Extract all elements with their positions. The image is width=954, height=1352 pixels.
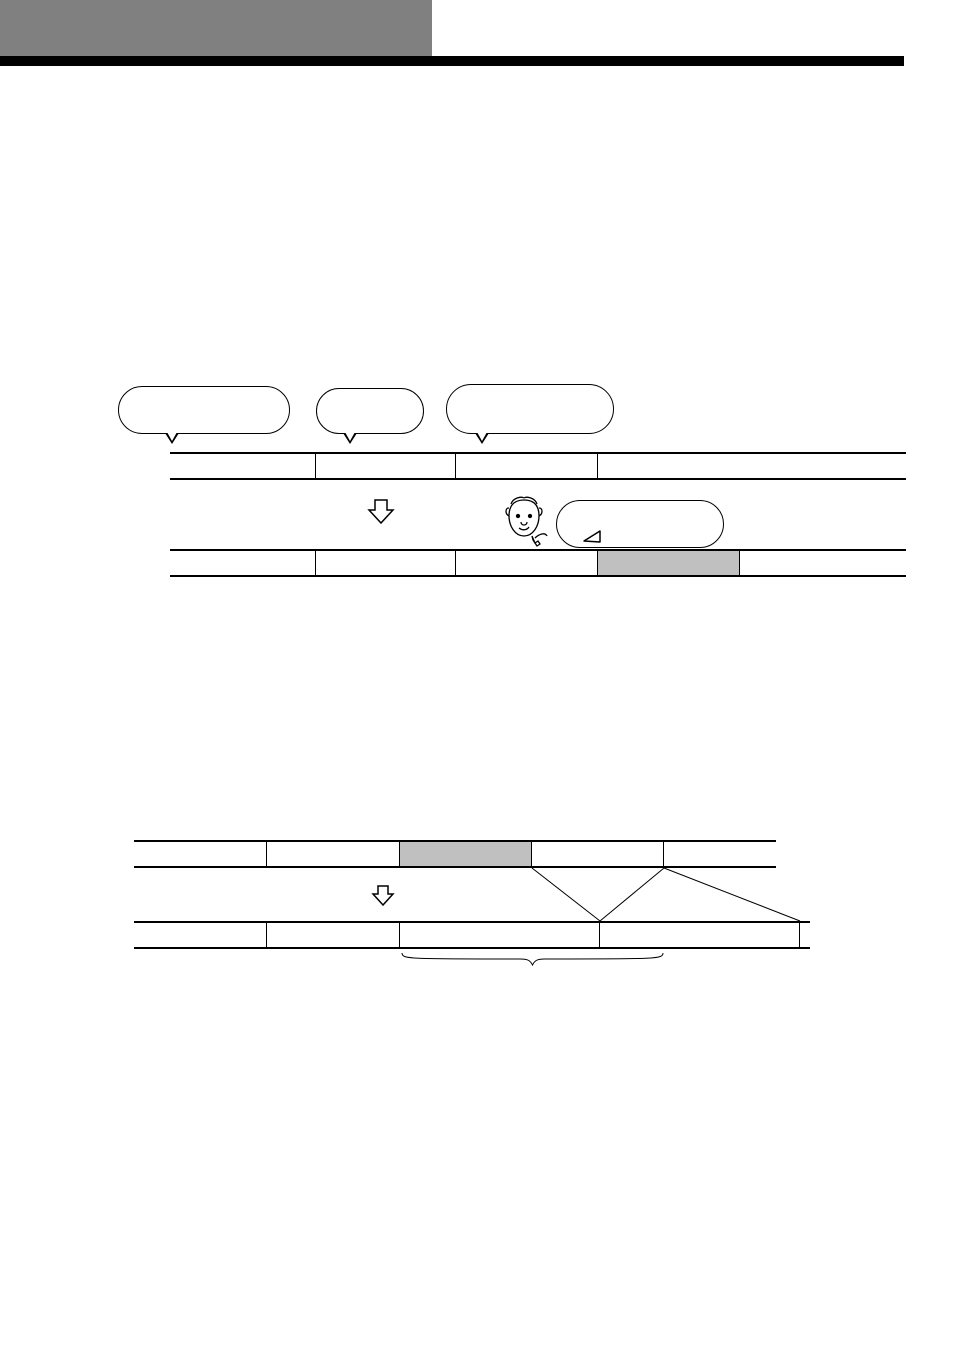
- table-cell: [456, 551, 598, 575]
- table-cell: [740, 551, 906, 575]
- table-cell: [316, 551, 456, 575]
- curly-brace-icon: [400, 951, 665, 969]
- table-cell: [664, 842, 776, 866]
- table-cell: [267, 842, 400, 866]
- gray-tab: [0, 0, 432, 56]
- down-arrow-icon-2: [370, 883, 396, 909]
- table-strip-1: [170, 452, 906, 480]
- table-cell: [400, 923, 600, 947]
- table-cell: [532, 842, 664, 866]
- face-icon: [497, 494, 551, 548]
- table-strip-3: [134, 840, 776, 868]
- down-arrow-icon: [366, 497, 396, 527]
- table-cell: [598, 551, 740, 575]
- connector-lines: [0, 0, 954, 1352]
- speech-bubble-tail-2: [343, 433, 357, 444]
- table-strip-4: [134, 921, 810, 949]
- table-cell: [170, 454, 316, 478]
- page: [0, 0, 954, 1352]
- speech-bubble-tail-1: [165, 433, 179, 444]
- table-cell: [456, 454, 598, 478]
- table-strip-2: [170, 549, 906, 577]
- table-cell: [267, 923, 400, 947]
- speech-bubble-2: [316, 388, 424, 434]
- speech-bubble-tail-4: [582, 528, 602, 548]
- table-cell: [134, 923, 267, 947]
- table-cell: [134, 842, 267, 866]
- tab-bar: [0, 0, 954, 58]
- table-cell: [400, 842, 532, 866]
- table-cell: [170, 551, 316, 575]
- table-cell: [800, 923, 810, 947]
- table-cell: [598, 454, 906, 478]
- table-cell: [600, 923, 800, 947]
- speech-bubble-1: [118, 386, 290, 434]
- speech-bubble-3: [446, 384, 614, 434]
- black-bar: [0, 56, 904, 66]
- speech-bubble-tail-3: [475, 433, 489, 444]
- table-cell: [316, 454, 456, 478]
